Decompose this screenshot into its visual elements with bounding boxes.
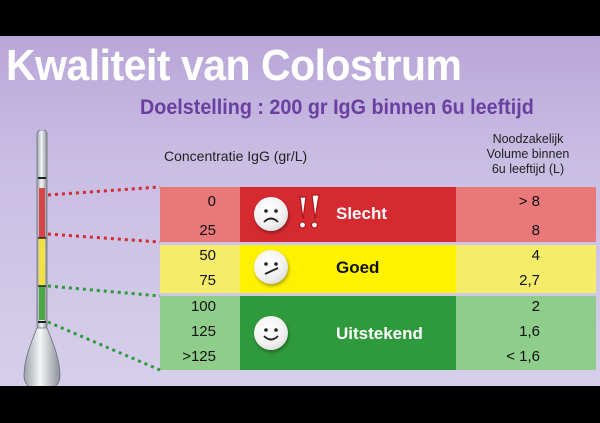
concentration-value: 100 — [190, 298, 216, 315]
concentration-value: 50 — [199, 247, 216, 264]
category-label-goed: Goed — [336, 258, 380, 277]
volume-header-line: Noodzakelijk — [492, 132, 564, 146]
volume-header-line: Volume binnen — [486, 147, 570, 161]
concentration-value: 75 — [199, 272, 216, 289]
hydrometer-icon — [23, 130, 61, 386]
slide: Kwaliteit van Colostrum Doelstelling : 2… — [0, 36, 600, 386]
concentration-value: 25 — [199, 222, 216, 239]
category-label-uitstekend: Uitstekend — [336, 324, 423, 343]
sad-face-icon — [254, 197, 288, 231]
volume-value: 2 — [531, 298, 540, 315]
concentration-value: 125 — [190, 323, 216, 340]
category-label-slecht: Slecht — [336, 204, 388, 223]
volume-value: < 1,6 — [506, 348, 540, 365]
exclamation-icon — [298, 194, 320, 229]
happy-face-icon — [254, 316, 288, 350]
volume-header: Noodzakelijk Volume binnen 6u leeftijd (… — [460, 132, 596, 177]
volume-header-line: 6u leeftijd (L) — [491, 162, 565, 176]
neutral-face-icon — [254, 250, 288, 284]
volume-value: 1,6 — [519, 323, 540, 340]
concentration-value: >125 — [182, 348, 216, 365]
subtitle: Doelstelling : 200 gr IgG binnen 6u leef… — [140, 96, 534, 119]
concentration-value: 0 — [207, 193, 216, 210]
volume-value: 4 — [531, 247, 540, 264]
volume-value: 8 — [531, 222, 540, 239]
volume-value: > 8 — [518, 193, 540, 210]
page-title: Kwaliteit van Colostrum — [6, 41, 462, 90]
volume-value: 2,7 — [519, 272, 540, 289]
concentration-header: Concentratie IgG (gr/L) — [164, 148, 308, 164]
